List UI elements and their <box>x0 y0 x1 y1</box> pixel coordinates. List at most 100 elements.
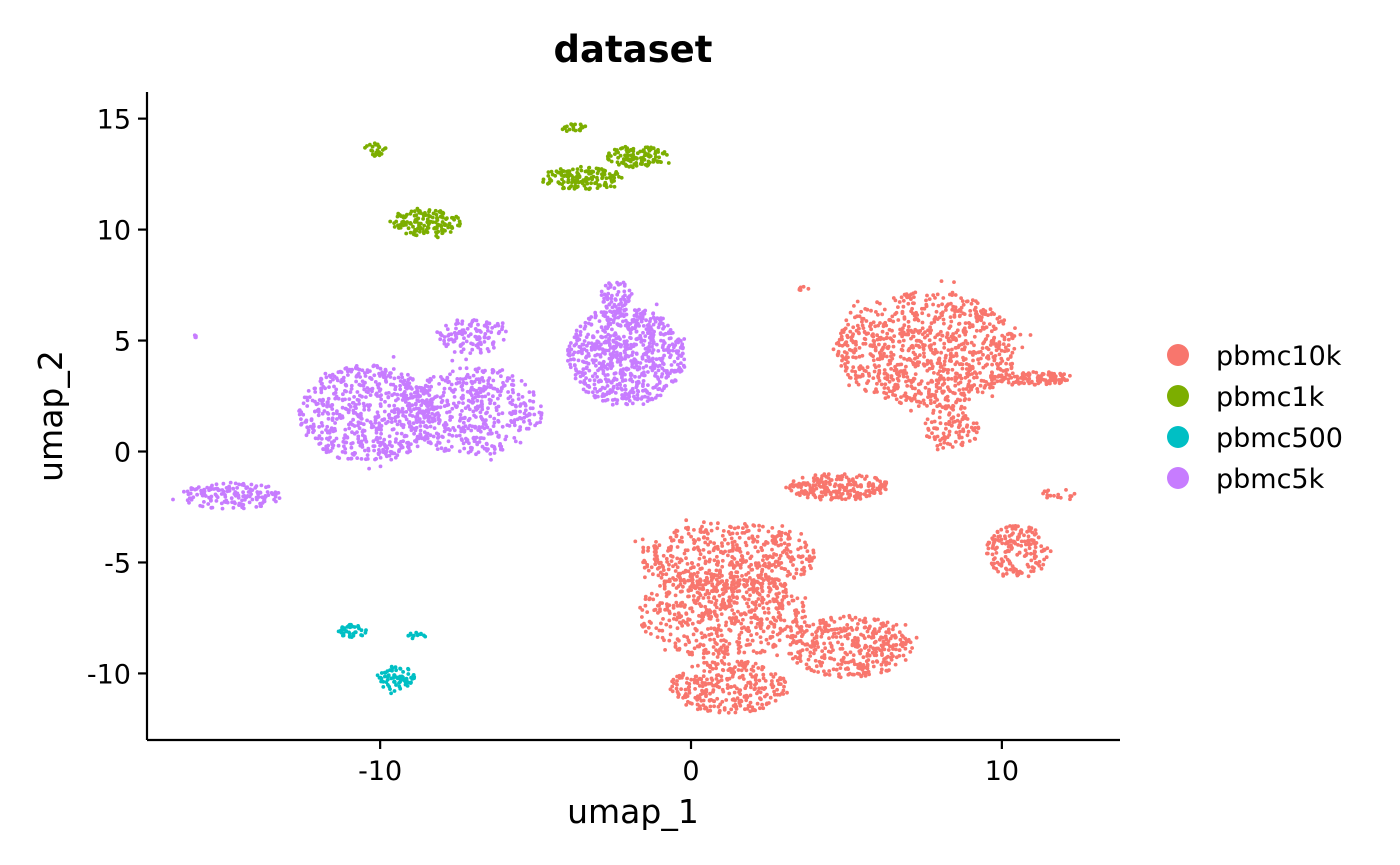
data-point <box>730 593 735 598</box>
data-point <box>920 311 925 316</box>
data-point <box>850 339 855 344</box>
data-point <box>320 401 325 406</box>
data-point <box>857 314 862 319</box>
data-point <box>942 359 947 364</box>
data-point <box>685 548 690 553</box>
data-point <box>950 423 954 428</box>
data-point <box>467 375 472 380</box>
data-point <box>1009 365 1014 369</box>
data-point <box>1013 326 1017 330</box>
data-point <box>775 692 780 697</box>
data-point <box>1056 492 1061 497</box>
data-point <box>903 658 908 662</box>
data-point <box>394 683 398 687</box>
data-point <box>963 357 968 361</box>
data-point <box>1048 379 1053 383</box>
data-point <box>1041 491 1045 496</box>
data-point <box>641 624 645 629</box>
data-point <box>448 230 453 234</box>
data-point <box>875 337 880 342</box>
data-point <box>395 431 399 436</box>
data-point <box>702 535 706 539</box>
data-point <box>862 670 867 675</box>
data-point <box>735 640 739 644</box>
data-point <box>811 476 816 481</box>
data-point <box>389 691 393 696</box>
data-point <box>765 601 769 606</box>
data-point <box>486 381 491 386</box>
data-point <box>401 223 406 228</box>
data-point <box>706 627 710 631</box>
data-point <box>743 612 748 617</box>
data-point <box>929 420 934 425</box>
data-point <box>839 494 843 498</box>
data-point <box>927 297 932 301</box>
data-point <box>660 564 665 568</box>
data-point <box>771 675 776 679</box>
data-point <box>328 435 332 440</box>
data-point <box>887 379 892 384</box>
data-point <box>655 635 660 639</box>
data-point <box>427 388 432 392</box>
data-point <box>831 667 836 672</box>
data-point <box>932 435 937 439</box>
data-point <box>930 364 935 369</box>
data-point <box>500 411 505 416</box>
data-point <box>531 399 536 404</box>
data-point <box>694 601 698 606</box>
data-point <box>494 408 499 413</box>
data-point <box>889 657 894 662</box>
data-point <box>1042 557 1046 562</box>
data-point <box>1001 572 1005 577</box>
data-point <box>410 377 415 382</box>
data-point <box>699 604 703 608</box>
data-point <box>450 433 455 438</box>
data-point <box>871 338 876 343</box>
data-point <box>1018 569 1022 574</box>
data-point <box>990 370 994 375</box>
data-point <box>848 493 852 498</box>
data-point <box>541 177 546 182</box>
data-point <box>942 381 947 386</box>
data-point <box>714 677 719 681</box>
data-point <box>378 440 382 445</box>
data-point <box>838 666 843 670</box>
data-point <box>319 421 324 425</box>
data-point <box>679 601 683 606</box>
data-point <box>808 650 813 655</box>
data-point <box>875 357 880 362</box>
data-point <box>719 603 724 607</box>
data-point <box>754 651 759 655</box>
data-point <box>612 184 617 189</box>
data-point <box>1011 539 1016 544</box>
data-point <box>480 425 485 429</box>
data-point <box>351 411 356 415</box>
data-point <box>717 685 722 690</box>
data-point <box>363 448 367 453</box>
data-point <box>802 620 807 625</box>
data-point <box>376 144 381 149</box>
data-point <box>509 419 513 423</box>
data-point <box>861 341 866 346</box>
data-point <box>304 433 309 438</box>
data-point <box>733 617 738 622</box>
data-point <box>883 382 888 387</box>
data-point <box>736 619 741 623</box>
data-point <box>831 648 835 652</box>
data-point <box>734 704 739 709</box>
data-point <box>994 551 999 555</box>
data-point <box>342 444 346 449</box>
data-point <box>939 329 943 334</box>
data-point <box>754 625 758 630</box>
data-point <box>371 444 376 448</box>
data-point <box>459 437 464 442</box>
data-point <box>676 695 681 699</box>
data-point <box>863 674 868 678</box>
data-point <box>1013 527 1018 531</box>
data-point <box>918 353 922 357</box>
data-point <box>358 375 362 379</box>
data-point <box>440 434 444 439</box>
data-point <box>577 127 582 132</box>
data-point <box>835 627 839 631</box>
data-point <box>583 177 588 182</box>
